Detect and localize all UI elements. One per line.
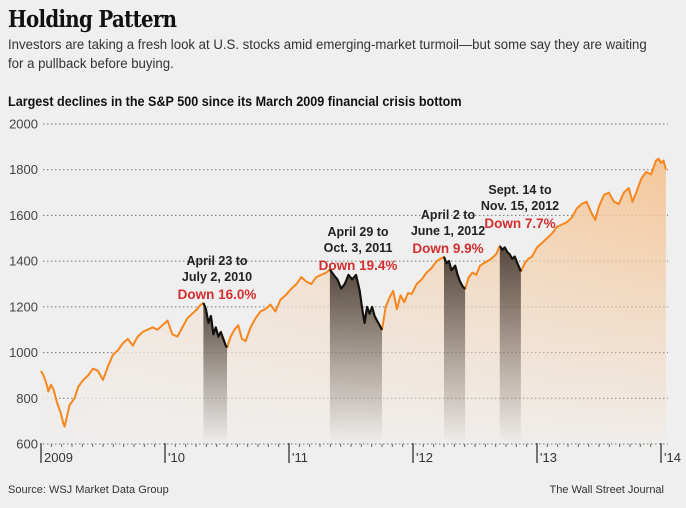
decline-date-label: April 23 to — [186, 254, 247, 268]
decline-shade — [499, 246, 521, 444]
decline-shade — [329, 269, 382, 444]
decline-percent-label: Down 7.7% — [484, 216, 555, 231]
x-tick-label: '12 — [416, 450, 433, 465]
x-tick-label: '14 — [664, 450, 681, 465]
y-tick-label: 1000 — [9, 345, 38, 360]
decline-shade — [203, 303, 227, 444]
decline-date-label: July 2, 2010 — [182, 270, 252, 284]
x-tick-label: '10 — [168, 450, 185, 465]
decline-line — [202, 302, 228, 349]
x-tick-label: 2009 — [44, 450, 73, 465]
decline-shade — [444, 256, 466, 444]
decline-date-label: Nov. 15, 2012 — [481, 199, 559, 213]
decline-percent-label: Down 9.9% — [412, 241, 483, 256]
decline-line — [328, 268, 383, 331]
decline-date-label: June 1, 2012 — [411, 224, 485, 238]
chart-subhead: Largest declines in the S&P 500 since it… — [8, 93, 462, 109]
y-tick-label: 1600 — [9, 208, 38, 223]
decline-percent-label: Down 16.0% — [178, 287, 257, 302]
y-tick-label: 2000 — [9, 117, 38, 132]
y-tick-label: 1400 — [9, 254, 38, 269]
y-tick-label: 1800 — [9, 162, 38, 177]
source-note: Source: WSJ Market Data Group — [8, 484, 169, 496]
y-tick-label: 1200 — [9, 299, 38, 314]
decline-percent-label: Down 19.4% — [319, 258, 398, 273]
chart-title: Holding Pattern — [8, 6, 177, 33]
x-tick-label: '13 — [540, 450, 557, 465]
decline-line — [498, 245, 522, 272]
decline-line — [442, 256, 466, 290]
decline-date-label: Oct. 3, 2011 — [324, 241, 393, 255]
chart-dek: Investors are taking a fresh look at U.S… — [8, 37, 647, 72]
x-tick-label: '11 — [292, 450, 308, 465]
credit-note: The Wall Street Journal — [549, 484, 664, 496]
decline-date-label: April 29 to — [327, 225, 388, 239]
decline-date-label: Sept. 14 to — [488, 183, 552, 197]
y-tick-label: 600 — [16, 437, 38, 452]
decline-date-label: April 2 to — [421, 208, 476, 222]
y-tick-label: 800 — [16, 391, 38, 406]
